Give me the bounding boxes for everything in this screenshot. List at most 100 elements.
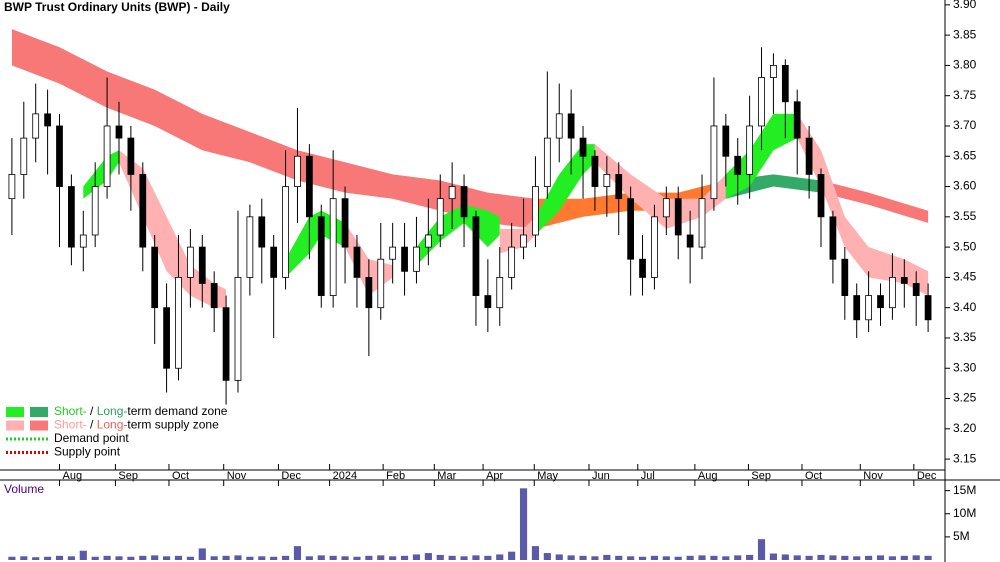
candle-body	[389, 246, 397, 260]
legend-swatch	[6, 420, 24, 431]
candle-body	[829, 216, 837, 260]
y-tick-label: 3.70	[953, 118, 977, 132]
volume-bar	[841, 555, 849, 560]
volume-bar	[710, 555, 718, 560]
volume-bar	[79, 550, 87, 560]
volume-bar	[603, 554, 611, 560]
volume-bar	[198, 548, 206, 560]
candle-body	[484, 295, 492, 309]
candle-body	[68, 186, 75, 248]
x-tick-label: Mar	[437, 470, 456, 482]
volume-bar	[638, 556, 647, 560]
candle-body	[210, 283, 218, 309]
y-tick-label: 3.65	[953, 148, 977, 162]
y-tick-label: 3.60	[953, 179, 977, 193]
y-tick-label: 3.20	[953, 421, 977, 435]
y-tick-label: 3.75	[953, 88, 977, 102]
volume-bar	[555, 554, 563, 560]
candle-body	[496, 276, 504, 309]
candle-body	[781, 65, 789, 103]
legend-text: Long-	[97, 418, 128, 432]
volume-bar	[912, 555, 920, 560]
candle-body	[103, 125, 111, 187]
legend-swatch	[6, 407, 24, 417]
volume-bar	[246, 556, 254, 560]
volume-tick-label: 5M	[953, 529, 970, 543]
volume-bar	[127, 556, 135, 560]
volume-bar	[8, 556, 16, 560]
volume-bar	[424, 553, 432, 560]
legend-text: Supply point	[54, 445, 121, 459]
candle-body	[353, 246, 361, 278]
volume-bar	[305, 556, 313, 560]
volume-bar	[44, 556, 52, 560]
candle-body	[508, 246, 516, 278]
y-tick-label: 3.85	[953, 27, 977, 41]
volume-label: Volume	[4, 482, 44, 496]
candle-body	[91, 186, 99, 236]
volume-bar	[876, 555, 885, 560]
volume-bar	[508, 551, 516, 560]
candle-body	[674, 198, 682, 236]
volume-bar	[293, 546, 302, 560]
y-tick-label: 3.50	[953, 239, 977, 253]
x-tick-label: Dec	[281, 470, 301, 482]
candle-body	[770, 65, 777, 78]
volume-bar	[924, 555, 932, 560]
volume-bar	[734, 555, 742, 560]
candle-body	[841, 258, 849, 296]
volume-bar	[400, 555, 409, 560]
volume-tick-label: 10M	[953, 506, 976, 520]
candle-body	[686, 234, 694, 248]
y-tick-label: 3.55	[953, 209, 977, 223]
zone	[11, 29, 536, 229]
candle-body	[900, 276, 908, 284]
legend-text: /	[87, 418, 97, 432]
candle-body	[377, 258, 385, 309]
volume-bar	[615, 555, 623, 560]
volume-bar	[627, 556, 635, 560]
candle-body	[758, 77, 765, 127]
volume-bar	[436, 554, 444, 560]
candle-body	[198, 246, 206, 284]
legend-swatch	[30, 420, 48, 431]
x-tick-label: Dec	[917, 470, 937, 482]
candle-body	[139, 174, 147, 248]
candle-body	[222, 307, 230, 381]
candle-body	[329, 198, 337, 296]
candle-body	[639, 258, 646, 278]
candle-body	[20, 137, 28, 175]
candle-body	[520, 234, 527, 248]
volume-bar	[103, 555, 111, 560]
y-tick-label: 3.45	[953, 270, 977, 284]
chart-title: BWP Trust Ordinary Units (BWP) - Daily	[4, 0, 230, 14]
volume-bar	[67, 556, 75, 560]
volume-bar	[888, 556, 896, 560]
candle-body	[734, 155, 742, 175]
zone	[535, 144, 595, 235]
volume-bar	[567, 555, 575, 560]
candle-body	[258, 216, 266, 248]
candle-body	[865, 295, 872, 321]
y-tick-label: 3.30	[953, 360, 977, 374]
candle-body	[662, 198, 670, 218]
x-tick-label: Sep	[118, 470, 138, 482]
x-tick-label: Oct	[805, 470, 822, 482]
volume-bar	[317, 555, 325, 560]
candle-body	[579, 137, 587, 157]
legend-text: Demand point	[54, 431, 129, 445]
x-tick-label: Sep	[751, 470, 771, 482]
x-tick-label: Nov	[863, 470, 883, 482]
candle-body	[187, 246, 194, 278]
volume-bar	[793, 555, 801, 560]
x-tick-label: May	[537, 470, 558, 482]
volume-bar	[519, 488, 528, 560]
x-tick-label: Aug	[698, 470, 718, 482]
candle-body	[805, 137, 813, 175]
y-tick-label: 3.40	[953, 300, 977, 314]
volume-bar	[389, 556, 397, 560]
volume-bar	[448, 555, 456, 560]
volume-bar	[817, 554, 825, 560]
zone	[725, 113, 798, 199]
volume-bar	[472, 555, 480, 560]
